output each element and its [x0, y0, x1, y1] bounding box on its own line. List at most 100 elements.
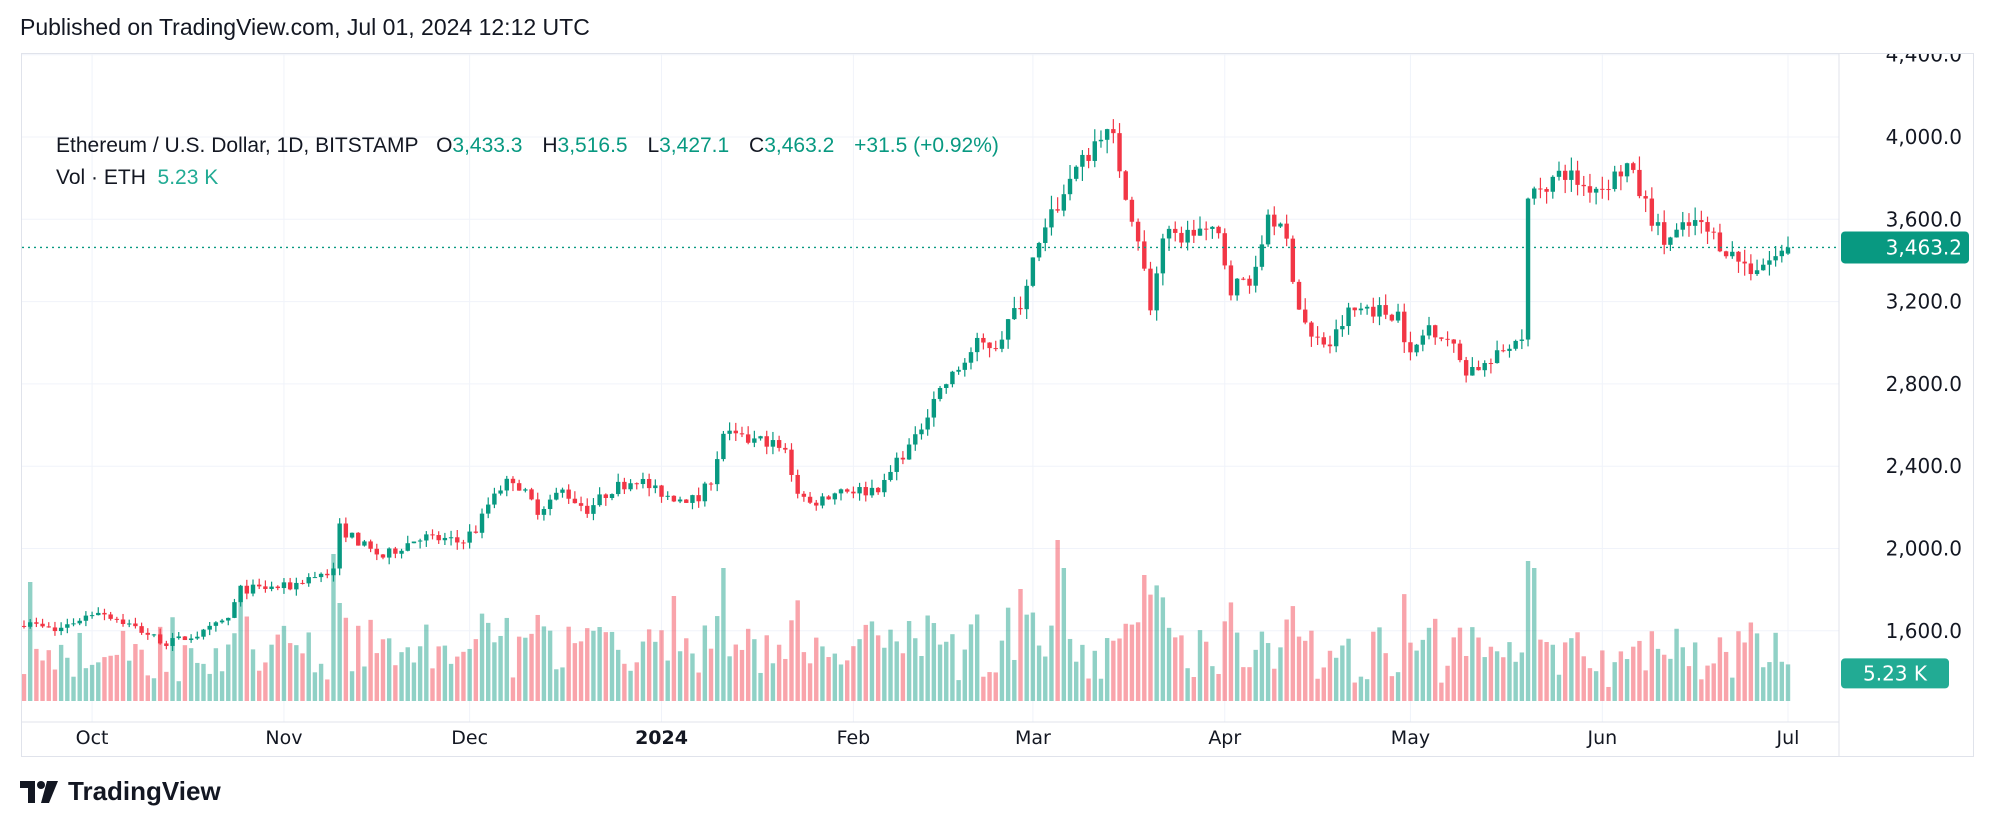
candle-body [1098, 139, 1104, 142]
candle-body [188, 638, 194, 641]
candle-body [1080, 154, 1085, 167]
volume-bar [1587, 668, 1593, 701]
candle-body [566, 489, 571, 499]
symbol-name[interactable]: Ethereum / U.S. Dollar, 1D, BITSTAMP [56, 134, 419, 157]
volume-bar [696, 672, 701, 701]
candle-body [52, 627, 58, 632]
volume-bar [1575, 632, 1580, 701]
last-price-badge [1841, 231, 1969, 264]
volume-bar [733, 644, 738, 701]
volume-line: Vol · ETH 5.23 K [56, 162, 1013, 194]
volume-bar [801, 652, 807, 701]
candle-body [318, 573, 324, 578]
volume-bar [182, 645, 188, 701]
volume-bar [1420, 639, 1426, 701]
volume-bar [974, 614, 980, 701]
volume-bar [690, 653, 695, 701]
volume-bar [1043, 656, 1048, 701]
candle-body [1513, 340, 1518, 349]
volume-bar [906, 621, 912, 701]
candle-body [1507, 348, 1512, 351]
volume-bar [380, 639, 386, 701]
volume-bar [1364, 679, 1370, 701]
volume-bar [1111, 640, 1116, 701]
candle-body [1135, 221, 1141, 242]
candle-body [232, 602, 237, 618]
volume-bar [1340, 645, 1345, 701]
candle-body [1166, 228, 1172, 239]
volume-bar [188, 648, 194, 701]
volume-label[interactable]: Vol · ETH [56, 166, 146, 189]
candle-body [455, 537, 460, 543]
candle-body [1705, 222, 1710, 232]
candle-body [1241, 278, 1246, 280]
volume-bar [1166, 627, 1172, 701]
volume-bar [393, 665, 398, 701]
volume-bar [523, 637, 528, 701]
volume-bar [325, 679, 330, 701]
volume-bar [702, 625, 708, 701]
candle-body [176, 636, 181, 639]
volume-bar [1569, 638, 1574, 701]
candle-body [1024, 285, 1029, 310]
volume-bar [1692, 642, 1698, 701]
candle-body [46, 626, 51, 628]
time-tick-label: Oct [76, 727, 109, 749]
chart-frame[interactable]: 4,400.0 4,000.0 3,600.0 3,200.0 2,800.0 2,400… [21, 53, 1974, 757]
candle-body [733, 430, 738, 434]
volume-bar [1470, 627, 1475, 701]
price-tick-label: 4,000.0 [1886, 125, 1962, 149]
volume-bar [981, 676, 986, 701]
volume-bar [646, 629, 652, 701]
candle-body [34, 622, 39, 624]
volume-bar [783, 658, 788, 701]
footer-brand[interactable]: TradingView [20, 776, 221, 807]
volume-bar [1234, 632, 1240, 701]
candle-body [1525, 198, 1531, 340]
candlestick-chart[interactable]: 4,400.0 4,000.0 3,600.0 3,200.0 2,800.0 2,400… [22, 54, 1974, 757]
candle-body [944, 384, 949, 388]
candle-body [139, 626, 144, 633]
candle-body [504, 478, 509, 491]
candle-body [560, 489, 565, 493]
volume-bar [1228, 602, 1234, 701]
candle-body [1173, 228, 1178, 233]
volume-bar [1482, 657, 1487, 701]
candle-body [1395, 311, 1401, 321]
volume-bar [312, 672, 318, 701]
candle-body [492, 493, 497, 505]
volume-bar [1785, 664, 1791, 701]
volume-bar [634, 662, 639, 701]
candle-body [888, 471, 893, 480]
low-value: 3,427.1 [659, 134, 730, 157]
candle-body [1426, 325, 1432, 336]
candle-body [1228, 265, 1234, 296]
candle-body [170, 638, 175, 646]
volume-bar [1049, 625, 1054, 701]
candle-body [1160, 238, 1166, 274]
open-value: 3,433.3 [452, 134, 523, 157]
volume-bar [65, 657, 70, 701]
volume-bar [1624, 659, 1630, 701]
candle-body [436, 535, 441, 541]
candle-body [993, 348, 998, 350]
volume-bar [1556, 674, 1562, 701]
candle-body [1439, 337, 1444, 339]
candle-body [1315, 336, 1320, 338]
candle-body [1420, 335, 1426, 345]
volume-bar [287, 643, 293, 701]
candle-body [1247, 278, 1252, 286]
volume-bar [473, 639, 479, 701]
candle-body [715, 459, 720, 485]
candle-body [1123, 171, 1128, 200]
volume-bar [1142, 575, 1147, 701]
volume-bar [1686, 666, 1692, 701]
candle-body [845, 489, 850, 492]
volume-bar [578, 641, 584, 701]
candle-body [269, 586, 274, 589]
volume-bar [987, 672, 992, 701]
volume-bar [108, 655, 113, 701]
candle-body [541, 509, 547, 515]
candle-body [931, 398, 937, 418]
candle-body [1346, 307, 1351, 327]
